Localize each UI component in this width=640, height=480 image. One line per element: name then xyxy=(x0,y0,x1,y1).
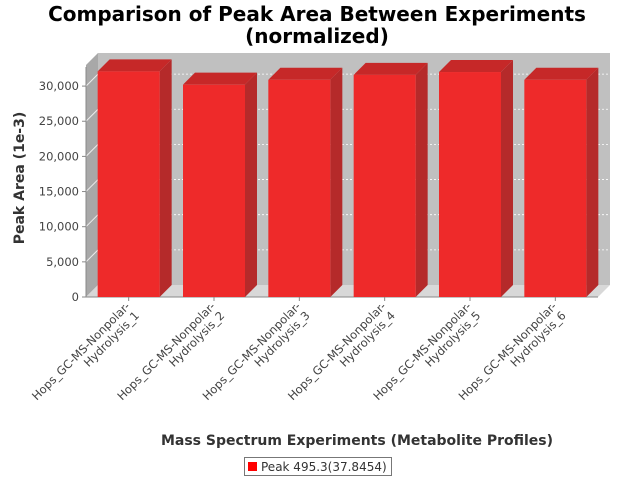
y-tick-label: 5,000 xyxy=(46,255,79,269)
y-tick-labels: 0 5,000 10,000 15,000 20,000 25,000 30,000 xyxy=(39,79,79,304)
bar xyxy=(439,60,513,297)
legend-label: Peak 495.3(37.8454) xyxy=(261,459,387,474)
bar-side xyxy=(159,59,172,298)
grid-line-diag xyxy=(85,214,99,228)
grid-line-diag xyxy=(85,249,99,263)
bar-front xyxy=(524,79,587,297)
plot-side-wall xyxy=(86,53,98,297)
bar-side xyxy=(415,62,428,297)
grid-line-diag xyxy=(85,179,99,192)
y-tick-label: 15,000 xyxy=(39,185,79,199)
bar-front xyxy=(353,74,416,297)
bar xyxy=(268,67,343,297)
bar-side xyxy=(330,67,343,297)
bar xyxy=(353,62,428,297)
grid-line-diag xyxy=(85,144,99,157)
y-tick-label: 30,000 xyxy=(39,79,79,93)
y-tick-label: 20,000 xyxy=(39,149,79,163)
bar-top xyxy=(183,72,257,85)
bar-top xyxy=(97,59,172,72)
x-axis-label: Mass Spectrum Experiments (Metabolite Pr… xyxy=(161,433,553,449)
legend-swatch xyxy=(248,462,257,471)
grid-line-diag xyxy=(85,73,99,87)
y-tick-label: 10,000 xyxy=(39,220,79,234)
axes xyxy=(82,67,598,301)
bar-front xyxy=(268,79,331,297)
chart-title: Comparison of Peak Area Between Experime… xyxy=(48,2,586,48)
grid-line-diag xyxy=(85,108,99,122)
bar-top xyxy=(353,62,428,75)
bar-side xyxy=(586,67,599,297)
bar xyxy=(97,59,172,298)
chart-title-line-1: Comparison of Peak Area Between Experime… xyxy=(48,2,586,26)
bar-top xyxy=(268,67,343,80)
bar xyxy=(524,67,599,297)
y-tick-label: 0 xyxy=(72,290,79,304)
x-category-label-line: Hops_GC-MS-Nonpolar- xyxy=(29,299,133,403)
y-tick-label: 25,000 xyxy=(39,114,79,128)
chart-title-line-2: (normalized) xyxy=(245,24,389,48)
bar-side xyxy=(245,72,257,297)
bar-front xyxy=(439,72,501,297)
y-axis-label: Peak Area (1e-3) xyxy=(12,112,28,245)
bar-top xyxy=(439,60,513,73)
bars xyxy=(97,59,599,298)
bar-front xyxy=(97,71,160,297)
bar-top xyxy=(524,67,599,80)
x-category-labels: Hops_GC-MS-Nonpolar-Hydrolysis_1Hops_GC-… xyxy=(29,299,569,403)
bar-front xyxy=(183,84,245,297)
bar xyxy=(183,72,257,297)
bar-side xyxy=(501,60,513,297)
legend: Peak 495.3(37.8454) xyxy=(244,457,392,476)
